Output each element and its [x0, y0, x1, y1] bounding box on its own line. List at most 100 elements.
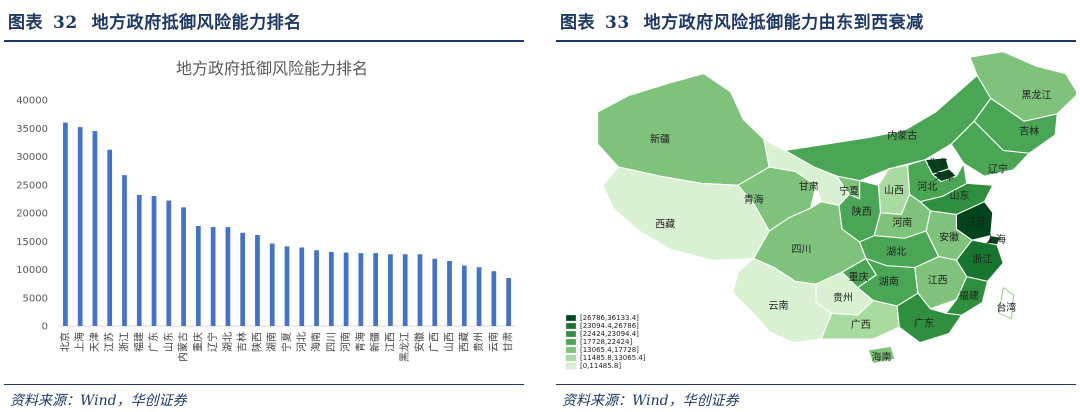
province-label: 上海 [986, 233, 1006, 246]
figure-label: 图表 [8, 13, 43, 33]
y-tick-label: 10000 [16, 265, 48, 276]
province-label: 福建 [959, 289, 979, 302]
x-tick-label: 上海 [73, 332, 86, 352]
y-tick-label: 5000 [23, 293, 48, 304]
province-label: 甘肃 [799, 180, 819, 193]
bar [491, 271, 497, 326]
x-tick-label: 西藏 [458, 332, 470, 352]
x-tick-label: 辽宁 [206, 332, 219, 352]
bar [417, 254, 423, 326]
province-label: 贵州 [833, 291, 853, 304]
bar [373, 253, 379, 326]
province-label: 辽宁 [988, 163, 1008, 176]
title-rule [4, 40, 524, 42]
legend-swatch [565, 330, 577, 338]
bar [343, 252, 349, 326]
right-figure-panel: 图表 33 地方政府风险抵御能力由东到西衰减 黑龙江 吉林 辽宁 北京 天津 河北 内蒙古 新疆甘… [552, 0, 1080, 412]
x-tick-label: 青海 [354, 332, 367, 352]
x-tick-label: 新疆 [369, 332, 382, 352]
province-label: 重庆 [849, 271, 869, 284]
map-regions [597, 51, 1076, 365]
bar [447, 261, 452, 326]
x-tick-label: 北京 [58, 332, 71, 352]
figure-title-text: 地方政府抵御风险能力排名 [91, 13, 302, 33]
province-label: 内蒙古 [887, 129, 917, 142]
legend-entry-label: [23094.4,26786] [580, 322, 639, 330]
province-shape [867, 345, 896, 365]
legend-entry-label: [26786,36133.4] [580, 314, 639, 322]
province-label: 山西 [884, 185, 904, 197]
province-label: 台湾 [996, 301, 1016, 314]
province-label: 安徽 [939, 230, 959, 243]
bar [225, 227, 231, 326]
bar [269, 243, 275, 326]
legend-entry-label: [13065.4,17728] [580, 346, 639, 354]
province-region [950, 120, 1030, 177]
province-label: 天津 [934, 171, 954, 183]
bar [402, 254, 408, 326]
x-tick-label: 海南 [310, 332, 323, 352]
x-axis: 北京 上海 天津 江苏 浙江 福建 广东 山东 内蒙古 重庆 辽宁 湖北 吉林 陕西 湖南 宁夏 河北 海南 四川河… [58, 332, 514, 362]
right-figure-title: 图表 33 地方政府风险抵御能力由东到西衰减 [560, 8, 924, 33]
province-shape [896, 292, 963, 344]
bar [122, 175, 127, 326]
province-label: 新疆 [650, 133, 670, 146]
province-label: 陕西 [852, 205, 872, 218]
source-note: 资料来源：Wind，华创证券 [562, 393, 739, 409]
x-tick-label: 陕西 [250, 332, 263, 352]
x-tick-label: 宁夏 [280, 332, 293, 352]
province-label: 广西 [851, 319, 871, 331]
bar [181, 207, 186, 326]
y-tick-label: 30000 [16, 152, 48, 163]
bar [210, 227, 216, 326]
x-tick-label: 江苏 [103, 332, 116, 352]
x-tick-label: 广东 [147, 332, 160, 352]
source-rule [556, 384, 1076, 385]
legend-swatch [565, 362, 577, 370]
figure-title-text: 地方政府风险抵御能力由东到西衰减 [643, 13, 924, 33]
y-tick-label: 15000 [16, 237, 48, 248]
legend-swatch [565, 314, 577, 322]
x-tick-label: 湖北 [222, 332, 234, 352]
legend-swatch [565, 322, 577, 330]
province-label: 吉林 [1019, 124, 1039, 137]
province-label: 宁夏 [839, 185, 859, 198]
figure-number: 32 [53, 13, 78, 33]
bar [461, 265, 467, 326]
y-tick-label: 20000 [16, 209, 48, 220]
bar [432, 258, 438, 326]
bar [476, 267, 482, 326]
province-label: 河北 [917, 181, 937, 193]
map-legend: [26786,36133.4][23094.4,26786][22424,230… [565, 314, 646, 370]
source-rule [4, 384, 524, 385]
bar [107, 149, 113, 326]
y-axis: 0 5000 10000 15000 20000 25000 30000 35000 40000 [16, 96, 516, 333]
province-label: 北京 [928, 156, 948, 169]
province-label: 西藏 [655, 219, 675, 231]
x-tick-label: 重庆 [191, 332, 204, 352]
x-tick-label: 天津 [89, 332, 101, 352]
x-tick-label: 贵州 [472, 332, 485, 352]
x-tick-label: 浙江 [118, 332, 130, 352]
province-label: 四川 [791, 244, 811, 255]
x-tick-label: 河南 [339, 332, 352, 352]
province-label: 浙江 [972, 253, 992, 265]
province-label: 河南 [892, 216, 912, 229]
province-label: 青海 [744, 193, 764, 206]
bar [77, 127, 83, 327]
province-label: 山东 [950, 189, 970, 202]
bars [63, 122, 511, 327]
province-region [867, 345, 896, 365]
x-tick-label: 甘肃 [502, 332, 515, 352]
bar [195, 225, 201, 326]
bar [314, 250, 319, 326]
x-tick-label: 吉林 [236, 332, 249, 352]
province-label: 湖南 [879, 275, 899, 288]
bar [284, 246, 290, 326]
bar [240, 232, 246, 326]
legend-entry-label: [11485.8,13065.4] [580, 354, 646, 362]
x-tick-label: 山西 [444, 332, 456, 352]
bar [63, 122, 68, 326]
x-tick-label: 云南 [487, 332, 500, 352]
